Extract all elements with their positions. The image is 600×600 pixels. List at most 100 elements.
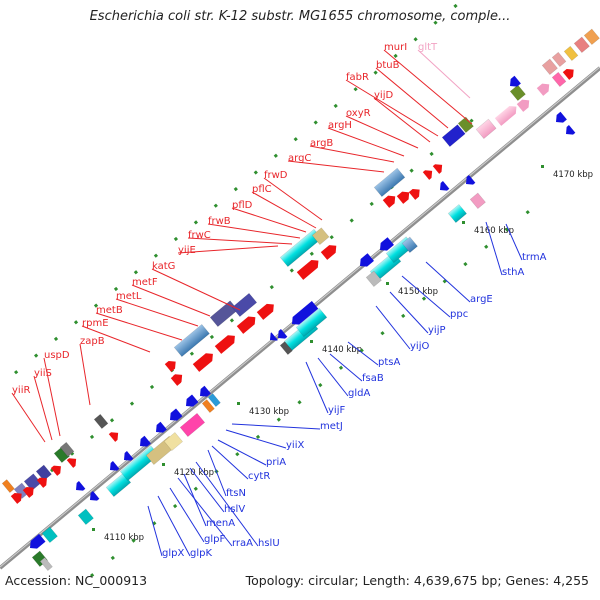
callout-line: [327, 127, 405, 157]
track-dash-mid: [149, 384, 155, 390]
gene-glyph: [59, 441, 75, 457]
track-dash-lower: [131, 538, 136, 543]
track-dash-mid: [129, 401, 135, 406]
gene-glyph: [510, 75, 521, 87]
gene-label-pflC: pflC: [252, 184, 272, 195]
track-dash-mid: [269, 284, 274, 290]
gene-glyph: [10, 492, 22, 504]
track-dash-mid: [189, 351, 195, 356]
gene-glyph: [156, 421, 167, 433]
gene-label-glpK: glpK: [190, 548, 212, 559]
gene-glyph: [541, 58, 558, 75]
track-dash-mid: [229, 318, 235, 323]
gene-glyph: [311, 227, 330, 245]
gene-glyph: [173, 323, 210, 357]
track-dash-upper: [233, 186, 238, 192]
gene-label-metB: metB: [96, 305, 123, 316]
track-dash-lower: [255, 434, 261, 439]
gene-glyph: [556, 111, 567, 123]
gene-label-yiiR: yiiR: [12, 385, 30, 396]
track-dash-lower: [235, 452, 240, 457]
gene-glyph: [440, 181, 450, 191]
callout-line: [485, 221, 503, 276]
gene-glyph: [270, 332, 278, 341]
gene-glyph: [214, 335, 235, 354]
gene-label-frwB: frwB: [208, 216, 231, 227]
callout-line: [231, 207, 307, 233]
gene-glyph: [295, 307, 328, 337]
callout-line: [157, 495, 191, 557]
gene-glyph: [536, 83, 550, 96]
gene-glyph: [551, 51, 567, 67]
gene-glyph: [172, 374, 183, 384]
gene-label-murI: murI: [384, 42, 407, 53]
track-dash-lower: [297, 400, 302, 405]
gene-glyph: [192, 353, 213, 372]
callout-line: [11, 392, 46, 443]
gene-glyph: [292, 300, 319, 325]
gene-label-priA: priA: [266, 457, 286, 468]
gene-glyph: [36, 477, 47, 488]
gene-glyph: [108, 432, 119, 442]
track-dash-upper: [353, 87, 358, 92]
gene-features: [1, 28, 600, 571]
gene-glyph: [441, 124, 466, 147]
gene-glyph: [296, 259, 319, 280]
gene-glyph: [380, 237, 394, 251]
gene-labels: yiiR yiiS uspD zapB rpmE metB metL metF katGyijE…: [12, 42, 547, 559]
tick-label: 4140 kbp: [322, 345, 362, 355]
gene-glyph: [207, 393, 221, 407]
gene-label-sthA: sthA: [502, 267, 524, 278]
gene-label-fabR: fabR: [346, 72, 369, 83]
track-dash-lower: [525, 210, 530, 215]
gene-label-zapB: zapB: [80, 336, 105, 347]
gene-label-yijP: yijP: [428, 325, 446, 336]
callout-line: [389, 291, 429, 334]
gene-label-argH: argH: [328, 120, 352, 131]
track-dash-mid: [349, 218, 354, 223]
track-dash-upper: [113, 286, 119, 292]
gene-glyph: [140, 435, 151, 447]
track-dash-upper: [293, 137, 298, 142]
gene-glyph: [469, 192, 486, 209]
callout-line: [231, 423, 321, 430]
gene-label-rpmE: rpmE: [82, 318, 109, 329]
gene-glyph: [551, 71, 567, 87]
tick-mark: [310, 340, 313, 343]
gene-glyph: [466, 175, 476, 185]
gene-glyph: [360, 253, 374, 267]
gene-glyph: [76, 481, 86, 491]
map-footer: Accession: NC_000913 Topology: circular;…: [0, 573, 600, 593]
gene-label-glpX: glpX: [162, 548, 184, 559]
track-dash-upper: [213, 203, 218, 208]
callout-line: [317, 357, 349, 397]
track-dash-upper: [333, 103, 338, 108]
gene-glyph: [201, 399, 215, 413]
gene-glyph: [93, 413, 109, 429]
callout-line: [151, 268, 241, 311]
gene-glyph: [41, 526, 58, 543]
callout-line: [189, 467, 225, 513]
callout-line: [131, 284, 211, 317]
track-dash-mid: [289, 268, 294, 273]
track-dash-upper: [33, 353, 39, 358]
gene-glyph: [562, 68, 574, 80]
gene-label-fsaB: fsaB: [362, 373, 384, 384]
callout-line: [263, 177, 323, 221]
track-dash-lower: [276, 417, 281, 422]
callout-line: [217, 439, 267, 466]
tick-mark: [162, 463, 165, 466]
callout-line: [195, 461, 259, 547]
track-dash-mid: [89, 434, 95, 439]
gene-label-ppc: ppc: [450, 309, 468, 320]
callout-line: [373, 97, 431, 143]
gene-glyph: [170, 408, 183, 421]
gene-label-glpF: glpF: [204, 534, 225, 545]
gene-glyph: [509, 84, 526, 101]
gene-label-argC: argC: [288, 153, 311, 164]
gene-glyph: [50, 465, 61, 476]
gene-label-metF: metF: [132, 277, 158, 288]
gene-label-trmA: trmA: [522, 252, 547, 263]
